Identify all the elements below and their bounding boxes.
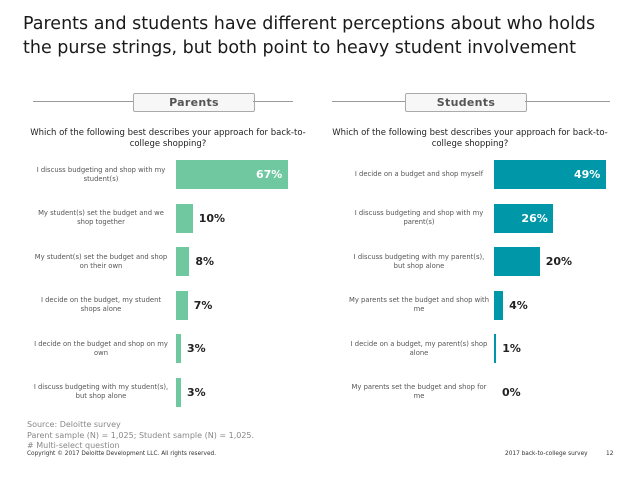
- students-category-label: My parents set the budget and shop with …: [349, 296, 489, 313]
- sample-line: Parent sample (N) = 1,025; Student sampl…: [27, 430, 255, 440]
- parents-category-label: My student(s) set the budget and we shop…: [38, 209, 164, 226]
- parents-value-label: 3%: [187, 342, 206, 355]
- students-value-label: 26%: [521, 211, 548, 225]
- students-value-label: 4%: [509, 298, 528, 312]
- students-bar: [494, 203, 554, 233]
- parents-category-label: I discuss budgeting with my student(s), …: [33, 383, 169, 400]
- students-value-label: 0%: [502, 385, 521, 399]
- parents-value-label: 3%: [187, 385, 206, 399]
- source-line: Source: Deloitte survey: [27, 420, 121, 429]
- source-note: Source: Deloitte survey Parent sample (N…: [27, 420, 254, 452]
- page-title: Parents and students have different perc…: [23, 14, 596, 58]
- parents-bar: [176, 160, 288, 189]
- parents-bar: [176, 203, 193, 233]
- parents-header: Parents: [133, 93, 255, 112]
- parents-value-label: 10%: [198, 211, 226, 225]
- copyright-text: Copyright © 2017 Deloitte Development LL…: [27, 451, 217, 457]
- students-chart: I decide on a budget and shop myself 49% I…: [318, 160, 618, 412]
- students-rule-right: [525, 101, 610, 102]
- parents-bar: [176, 334, 181, 363]
- students-bar: [494, 290, 504, 320]
- students-category-label: I decide on a budget, my parent(s) shop …: [350, 339, 488, 357]
- page-number: 12: [606, 451, 614, 457]
- parents-bar: [176, 247, 190, 276]
- parents-category-label: I discuss budgeting and shop with my stu…: [36, 165, 166, 183]
- parents-rule-left: [33, 101, 135, 102]
- parents-value-label: 67%: [256, 168, 283, 181]
- parents-bar: [176, 290, 188, 320]
- students-header: Students: [405, 93, 527, 112]
- multi-select-line: # Multi-select question: [27, 441, 120, 450]
- students-bar: [494, 334, 497, 363]
- parents-question: Which of the following best describes yo…: [30, 128, 306, 149]
- students-category-label: My parents set the budget and shop for m…: [351, 383, 487, 400]
- parents-category-label: I decide on the budget and shop on my ow…: [34, 339, 168, 357]
- students-category-label: I discuss budgeting with my parent(s), b…: [353, 252, 485, 270]
- students-category-label: I decide on a budget and shop myself: [354, 170, 484, 178]
- students-bar: [494, 247, 540, 276]
- students-rule-left: [332, 101, 405, 102]
- students-value-label: 20%: [545, 255, 573, 268]
- parents-rule-right: [253, 101, 293, 102]
- students-question: Which of the following best describes yo…: [332, 128, 608, 149]
- parents-value-label: 8%: [195, 255, 215, 268]
- report-name: 2017 back-to-college survey: [505, 451, 588, 457]
- parents-bar: [176, 377, 181, 407]
- parents-value-label: 7%: [193, 298, 213, 312]
- parents-chart: I discuss budgeting and shop with my stu…: [0, 160, 300, 412]
- parents-category-label: I decide on the budget, my student shops…: [40, 296, 162, 313]
- students-bar: [494, 160, 606, 189]
- parents-category-label: My student(s) set the budget and shop on…: [34, 252, 168, 270]
- students-value-label: 1%: [502, 342, 521, 355]
- students-value-label: 49%: [574, 168, 601, 181]
- students-category-label: I discuss budgeting and shop with my par…: [354, 209, 484, 226]
